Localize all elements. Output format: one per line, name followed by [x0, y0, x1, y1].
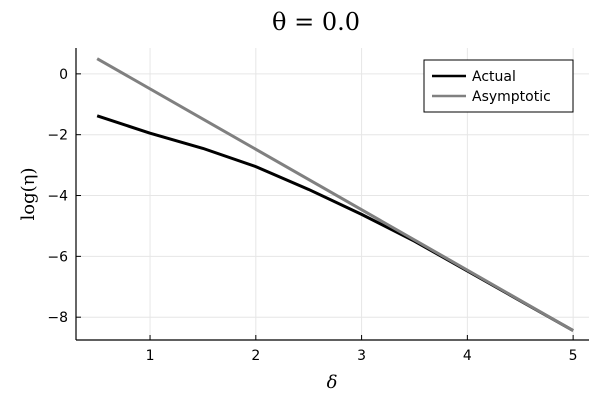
- plot-frame: [75, 48, 589, 341]
- y-tick-label: −6: [47, 249, 68, 265]
- x-tick-label: 3: [357, 348, 366, 364]
- series-line-actual: [96, 114, 574, 332]
- y-axis-label: log(η): [18, 168, 39, 221]
- series-layer: [96, 57, 574, 332]
- legend-label-asymptotic: Asymptotic: [472, 89, 551, 105]
- legend-label-actual: Actual: [472, 69, 516, 85]
- x-tick-label: 2: [251, 348, 260, 364]
- y-tick-label: 0: [59, 67, 68, 83]
- chart-title: θ = 0.0: [272, 8, 360, 36]
- grid: [76, 48, 589, 340]
- y-tick-label: −4: [47, 189, 68, 205]
- legend: Actual Asymptotic: [423, 59, 574, 113]
- x-axis-label: δ: [327, 372, 338, 393]
- y-tick-label: −2: [47, 128, 68, 144]
- x-tick-label: 4: [463, 348, 472, 364]
- legend-box: [423, 59, 574, 113]
- y-tick-label: −8: [47, 310, 68, 326]
- series-line-asymptotic: [96, 57, 574, 332]
- x-tick-label: 1: [146, 348, 155, 364]
- x-ticks: 1 2 3 4 5: [146, 335, 578, 364]
- y-ticks: 0 −2 −4 −6 −8: [47, 67, 81, 326]
- x-tick-label: 5: [569, 348, 578, 364]
